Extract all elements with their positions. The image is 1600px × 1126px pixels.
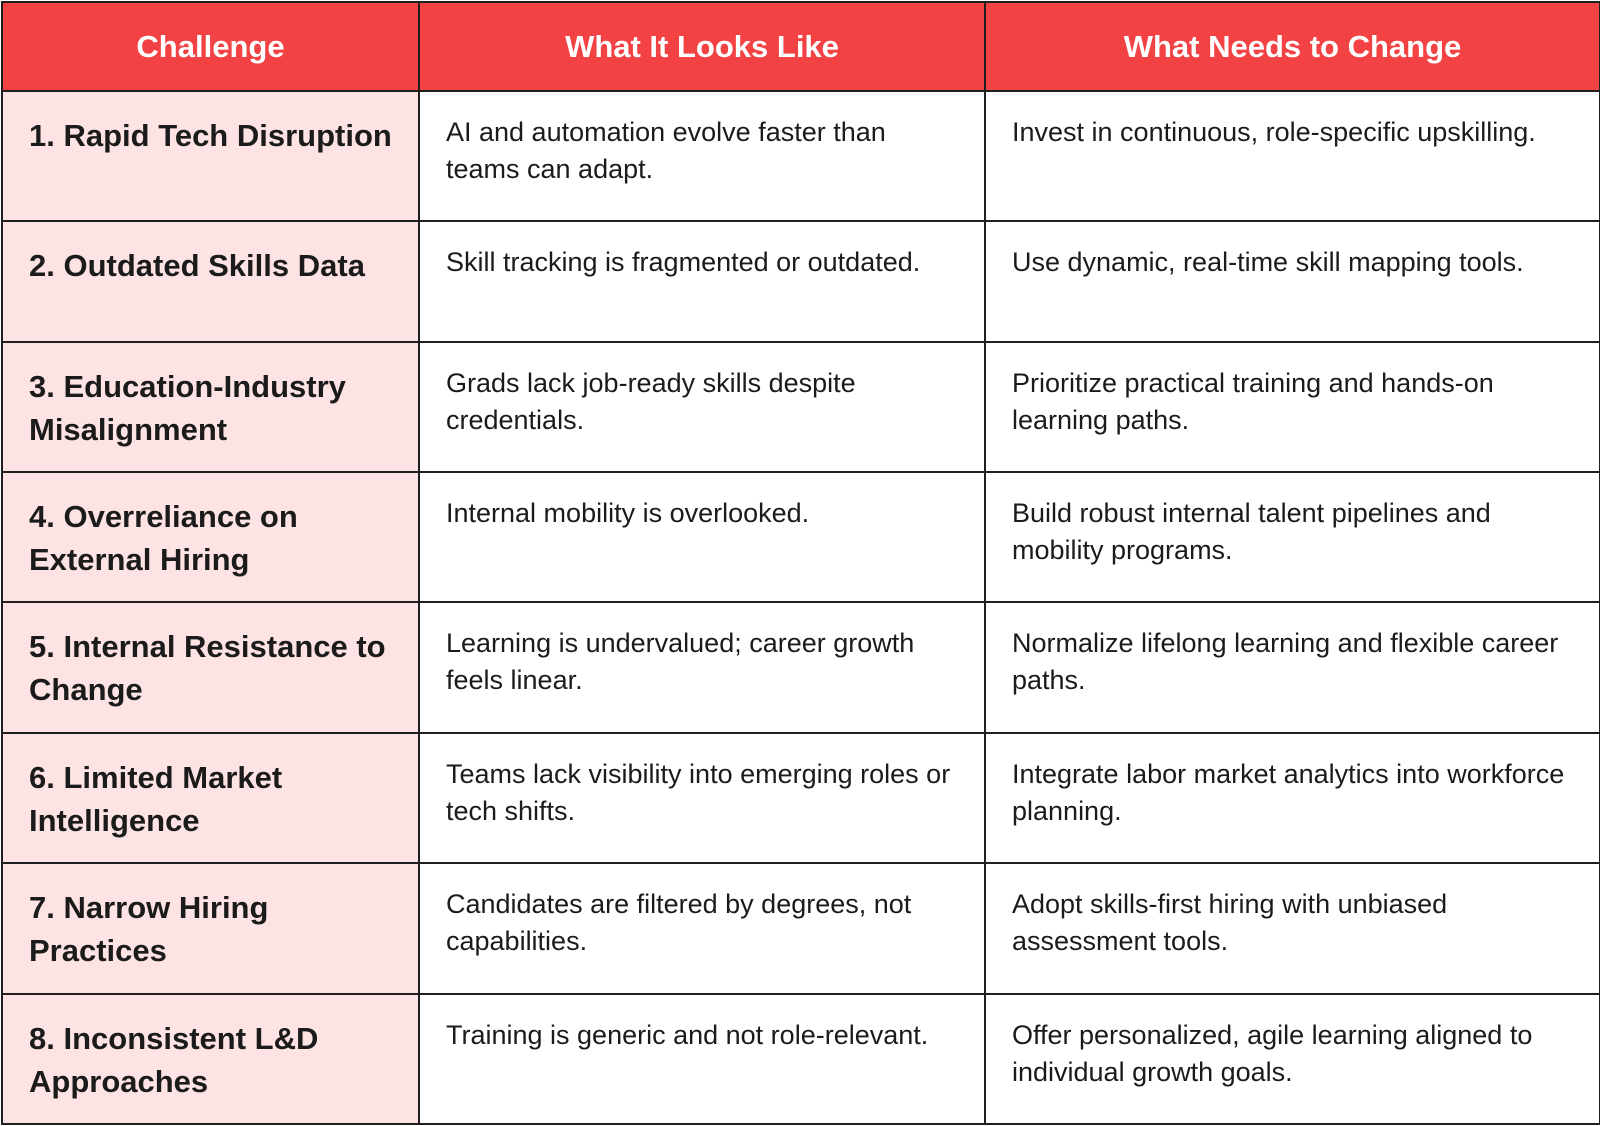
table-row: 5. Internal Resistance to Change Learnin…: [1, 601, 1600, 734]
header-what-it-looks-like: What It Looks Like: [418, 1, 986, 92]
looks-like-cell: Training is generic and not role-relevan…: [418, 992, 986, 1126]
looks-like-cell: Candidates are filtered by degrees, not …: [418, 862, 986, 995]
challenge-cell: 7. Narrow Hiring Practices: [1, 862, 420, 995]
table-row: 7. Narrow Hiring Practices Candidates ar…: [1, 862, 1600, 995]
header-row: Challenge What It Looks Like What Needs …: [1, 1, 1600, 92]
looks-like-cell: Learning is undervalued; career growth f…: [418, 601, 986, 734]
challenge-cell: 2. Outdated Skills Data: [1, 220, 420, 343]
needs-change-cell: Offer personalized, agile learning align…: [984, 992, 1600, 1126]
needs-change-cell: Invest in continuous, role-specific upsk…: [984, 89, 1600, 223]
challenge-cell: 6. Limited Market Intelligence: [1, 731, 420, 865]
table-row: 1. Rapid Tech Disruption AI and automati…: [1, 89, 1600, 223]
challenge-cell: 4. Overreliance on External Hiring: [1, 471, 420, 604]
table-row: 4. Overreliance on External Hiring Inter…: [1, 471, 1600, 604]
table-row: 2. Outdated Skills Data Skill tracking i…: [1, 220, 1600, 343]
looks-like-cell: Internal mobility is overlooked.: [418, 471, 986, 604]
table-body: 1. Rapid Tech Disruption AI and automati…: [1, 89, 1600, 1126]
looks-like-cell: AI and automation evolve faster than tea…: [418, 89, 986, 223]
challenge-cell: 5. Internal Resistance to Change: [1, 601, 420, 734]
needs-change-cell: Adopt skills-first hiring with unbiased …: [984, 862, 1600, 995]
looks-like-cell: Skill tracking is fragmented or outdated…: [418, 220, 986, 343]
needs-change-cell: Integrate labor market analytics into wo…: [984, 731, 1600, 865]
needs-change-cell: Build robust internal talent pipelines a…: [984, 471, 1600, 604]
needs-change-cell: Use dynamic, real-time skill mapping too…: [984, 220, 1600, 343]
challenge-cell: 1. Rapid Tech Disruption: [1, 89, 420, 223]
table-row: 6. Limited Market Intelligence Teams lac…: [1, 731, 1600, 865]
looks-like-cell: Grads lack job-ready skills despite cred…: [418, 340, 986, 474]
challenge-cell: 8. Inconsistent L&D Approaches: [1, 992, 420, 1126]
table-row: 3. Education-Industry Misalignment Grads…: [1, 340, 1600, 474]
challenge-cell: 3. Education-Industry Misalignment: [1, 340, 420, 474]
table-header: Challenge What It Looks Like What Needs …: [1, 1, 1600, 92]
needs-change-cell: Prioritize practical training and hands-…: [984, 340, 1600, 474]
header-challenge: Challenge: [1, 1, 420, 92]
header-what-needs-to-change: What Needs to Change: [984, 1, 1600, 92]
looks-like-cell: Teams lack visibility into emerging role…: [418, 731, 986, 865]
table-row: 8. Inconsistent L&D Approaches Training …: [1, 992, 1600, 1126]
needs-change-cell: Normalize lifelong learning and flexible…: [984, 601, 1600, 734]
